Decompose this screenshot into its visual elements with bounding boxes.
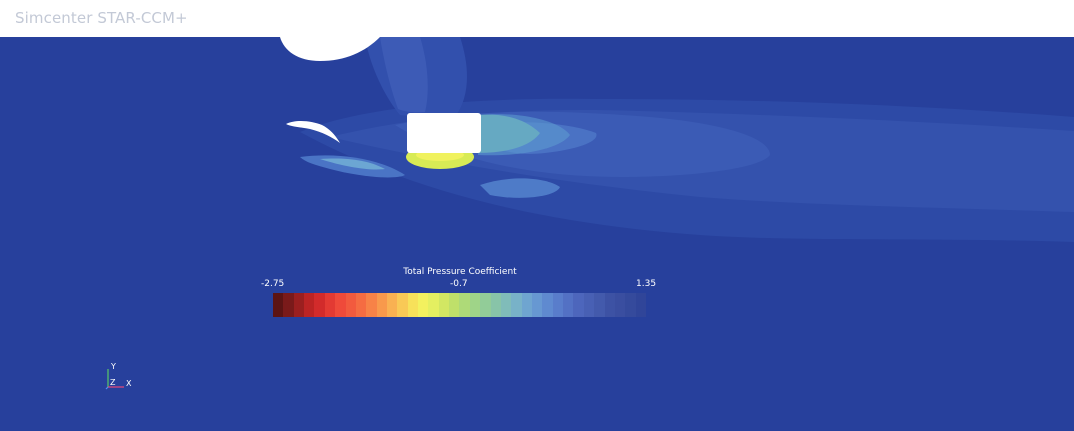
legend-color-segment xyxy=(563,293,574,317)
legend-color-bar xyxy=(273,293,646,317)
legend-color-segment xyxy=(355,293,367,317)
legend-color-segment xyxy=(604,293,615,317)
axis-triad: Y Z X xyxy=(104,363,134,391)
legend-max-label: 1.35 xyxy=(636,279,657,289)
legend-color-segment xyxy=(283,293,294,317)
legend-color-segment xyxy=(449,293,460,317)
legend-color-segment xyxy=(438,293,450,317)
legend-color-segment xyxy=(625,293,636,317)
legend-color-segment xyxy=(366,293,377,317)
legend-color-segment xyxy=(273,293,284,317)
body-wake-cyan xyxy=(478,114,570,156)
wake-contour-lower-pocket xyxy=(480,178,560,198)
legend-color-segment xyxy=(542,293,553,317)
legend-title: Total Pressure Coefficient xyxy=(403,267,517,277)
legend-color-segment xyxy=(376,293,387,317)
wing-lower-wake-core xyxy=(320,158,385,170)
legend-min-label: -2.75 xyxy=(261,279,285,289)
legend-color-segment xyxy=(397,293,408,317)
legend-color-segment xyxy=(511,293,522,317)
legend-color-segment xyxy=(500,293,512,317)
app-title: Simcenter STAR-CCM+ xyxy=(15,9,188,27)
legend-color-segment xyxy=(293,293,305,317)
legend-color-segment xyxy=(552,293,564,317)
legend-color-segment xyxy=(573,293,584,317)
legend-color-segment xyxy=(418,293,429,317)
upper-disturbance-core xyxy=(380,37,428,113)
legend-color-segment xyxy=(480,293,491,317)
legend-mid-label: -0.7 xyxy=(450,279,468,289)
wing-cutout xyxy=(286,121,340,143)
title-bar: Simcenter STAR-CCM+ xyxy=(0,0,1074,37)
main-body-cutout xyxy=(407,113,481,153)
triad-x-label: X xyxy=(126,379,132,388)
legend-color-segment xyxy=(531,293,543,317)
legend-color-segment xyxy=(614,293,626,317)
legend-color-segment xyxy=(469,293,481,317)
legend-color-segment xyxy=(459,293,470,317)
triad-y-label: Y xyxy=(111,362,116,371)
legend-color-segment xyxy=(635,293,646,317)
scene-viewport[interactable]: Total Pressure Coefficient -2.75 -0.7 1.… xyxy=(0,37,1074,431)
legend-color-segment xyxy=(345,293,356,317)
legend-color-segment xyxy=(324,293,336,317)
legend-color-segment xyxy=(314,293,325,317)
legend-color-segment xyxy=(428,293,439,317)
triad-z-label: Z xyxy=(110,378,116,387)
pressure-contour-scene xyxy=(0,37,1074,431)
legend-color-segment xyxy=(386,293,398,317)
legend-color-segment xyxy=(521,293,532,317)
legend-color-segment xyxy=(490,293,501,317)
axis-triad-lines xyxy=(105,369,124,390)
z-axis-line xyxy=(105,386,109,390)
legend-color-segment xyxy=(594,293,605,317)
legend-color-segment xyxy=(335,293,346,317)
legend-color-segment xyxy=(407,293,419,317)
legend-color-segment xyxy=(304,293,315,317)
upper-cutout xyxy=(280,37,380,61)
legend-color-segment xyxy=(583,293,595,317)
